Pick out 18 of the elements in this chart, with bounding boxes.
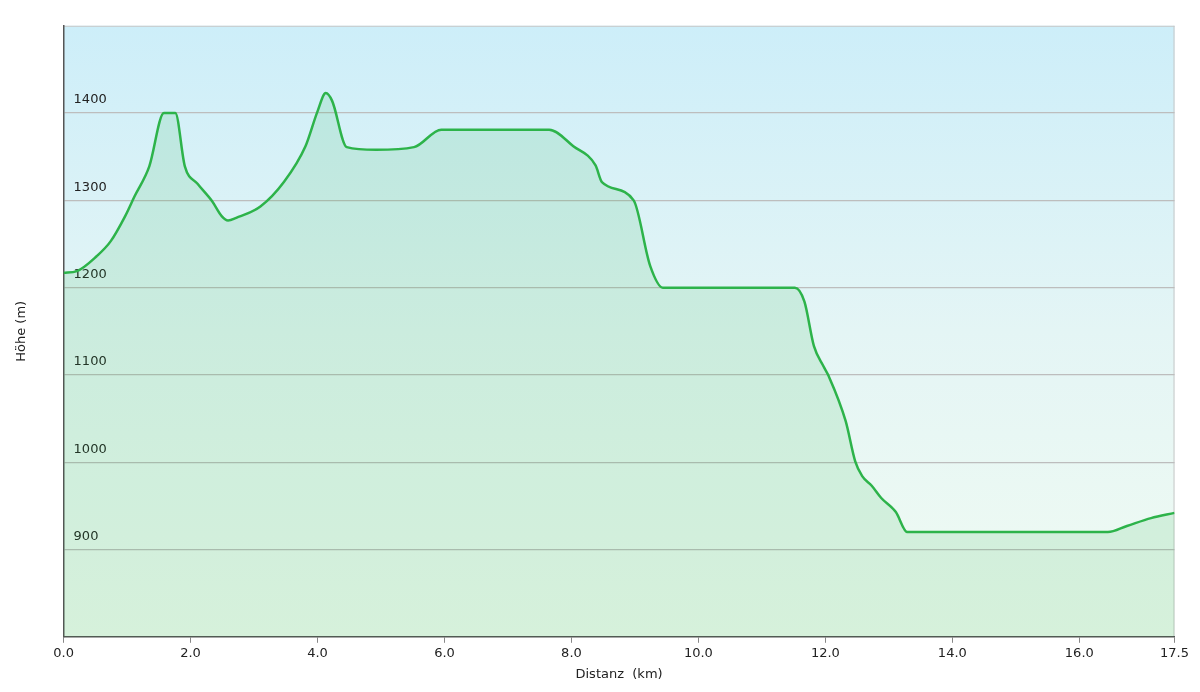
y-tick-label: 1000 [73, 440, 107, 456]
y-axis-title: Höhe (m) [13, 300, 29, 362]
x-tick-label: 0.0 [53, 644, 74, 660]
x-tick-label: 16.0 [1064, 644, 1094, 660]
x-tick-label: 14.0 [937, 644, 967, 660]
y-tick-label: 1100 [73, 353, 107, 369]
x-tick-label: 17.5 [1160, 644, 1189, 660]
y-tick-label: 1200 [73, 266, 107, 282]
y-tick-label: 900 [73, 527, 99, 543]
x-tick-label: 8.0 [561, 644, 582, 660]
x-tick-label: 12.0 [810, 644, 840, 660]
x-tick-label: 6.0 [434, 644, 455, 660]
y-tick-label: 1300 [73, 178, 107, 194]
x-tick-label: 4.0 [307, 644, 328, 660]
x-tick-label: 2.0 [180, 644, 201, 660]
x-tick-label: 10.0 [683, 644, 713, 660]
x-axis-title: Distanz (km) [575, 665, 663, 681]
y-tick-label: 1400 [73, 91, 107, 107]
